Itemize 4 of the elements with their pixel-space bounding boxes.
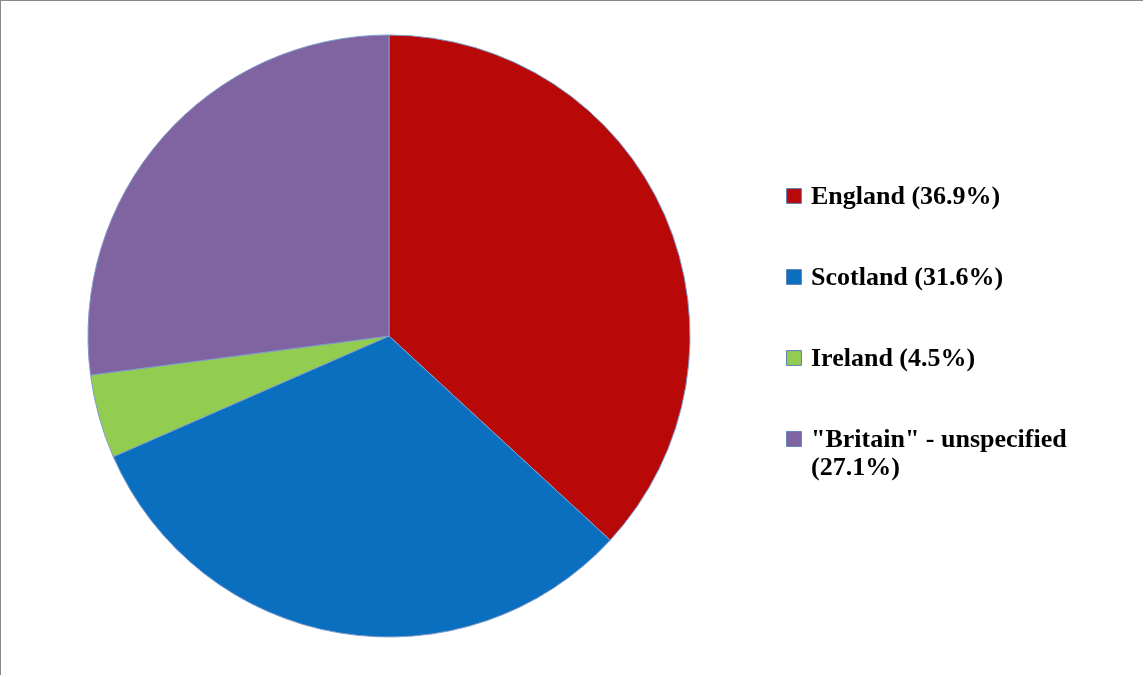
legend-label: England (36.9%) — [811, 181, 1001, 210]
legend-label: Scotland (31.6%) — [811, 262, 1004, 291]
legend-label: "Britain" - unspecified (27.1%) — [811, 424, 1068, 481]
legend-label: Ireland (4.5%) — [811, 343, 976, 372]
